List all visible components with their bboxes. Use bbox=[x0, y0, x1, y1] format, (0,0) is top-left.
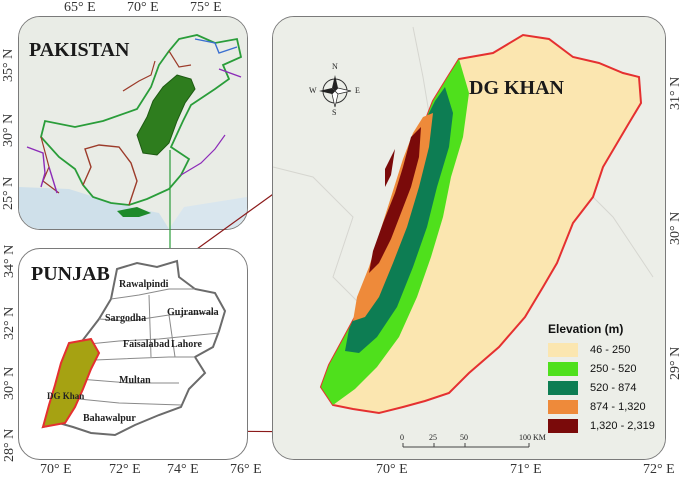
legend-item: 46 - 250 bbox=[548, 340, 673, 359]
legend-title: Elevation (m) bbox=[548, 322, 624, 336]
dgkhan-title: DG KHAN bbox=[469, 77, 564, 99]
legend-label: 46 - 250 bbox=[590, 343, 631, 356]
scale-tick-25: 25 bbox=[429, 433, 437, 442]
right-tick-30n: 30° N bbox=[668, 211, 683, 245]
city-lahore: Lahore bbox=[171, 339, 202, 350]
compass-rose-icon bbox=[319, 75, 352, 108]
legend-label: 250 - 520 bbox=[590, 362, 637, 375]
punjab-title: PUNJAB bbox=[31, 263, 110, 285]
compass-s: S bbox=[332, 108, 337, 117]
left-tick-25n: 25° N bbox=[1, 176, 16, 210]
left-tick-30n-punjab: 30° N bbox=[2, 366, 17, 400]
city-faisalabad: Faisalabad bbox=[123, 339, 170, 350]
legend-swatch bbox=[548, 418, 578, 433]
left-tick-30n: 30° N bbox=[1, 113, 16, 147]
compass-w: W bbox=[309, 86, 317, 95]
compass-e: E bbox=[355, 86, 360, 95]
scale-tick-100km: 100 KM bbox=[519, 433, 546, 442]
scale-tick-0: 0 bbox=[400, 433, 404, 442]
left-tick-34n: 34° N bbox=[2, 244, 17, 278]
bottom-tick-76e: 76° E bbox=[230, 462, 262, 477]
left-tick-32n: 32° N bbox=[2, 306, 17, 340]
bottom-tick-72e-dg: 72° E bbox=[643, 462, 675, 477]
bottom-tick-70e: 70° E bbox=[40, 462, 72, 477]
left-tick-35n: 35° N bbox=[1, 48, 16, 82]
legend-swatch bbox=[548, 380, 578, 395]
legend-item: 874 - 1,320 bbox=[548, 397, 673, 416]
pakistan-map-panel: PAKISTAN bbox=[18, 16, 248, 230]
legend-item: 250 - 520 bbox=[548, 359, 673, 378]
top-tick-75e: 75° E bbox=[190, 0, 222, 15]
dgkhan-map-panel: DG KHAN N S E W 0 25 50 100 KM bbox=[272, 16, 666, 460]
dgkhan-map-graphic bbox=[273, 17, 665, 459]
right-tick-31n: 31° N bbox=[668, 76, 683, 110]
legend-items: 46 - 250 250 - 520 520 - 874 874 - 1,320 1,3… bbox=[548, 340, 673, 435]
city-gujranwala: Gujranwala bbox=[167, 307, 219, 318]
city-bahawalpur: Bahawalpur bbox=[83, 413, 136, 424]
top-tick-70e: 70° E bbox=[127, 0, 159, 15]
legend-item: 520 - 874 bbox=[548, 378, 673, 397]
scale-tick-50: 50 bbox=[460, 433, 468, 442]
city-dg-khan: DG Khan bbox=[47, 391, 85, 401]
legend-swatch bbox=[548, 342, 578, 357]
city-rawalpindi: Rawalpindi bbox=[119, 279, 169, 290]
scale-bar bbox=[402, 443, 530, 448]
top-tick-65e: 65° E bbox=[64, 0, 96, 15]
legend-item: 1,320 - 2,319 bbox=[548, 416, 673, 435]
compass-n: N bbox=[332, 62, 338, 71]
bottom-tick-70e-dg: 70° E bbox=[376, 462, 408, 477]
legend-label: 1,320 - 2,319 bbox=[590, 419, 655, 432]
city-sargodha: Sargodha bbox=[105, 313, 147, 324]
legend-label: 874 - 1,320 bbox=[590, 400, 646, 413]
bottom-tick-72e: 72° E bbox=[109, 462, 141, 477]
punjab-map-panel: PUNJAB Rawalpindi Sargodha Gujranwala Fa… bbox=[18, 248, 248, 460]
elevation-legend: Elevation (m) 46 - 250 250 - 520 520 - 874… bbox=[548, 322, 673, 435]
legend-label: 520 - 874 bbox=[590, 381, 637, 394]
legend-swatch bbox=[548, 361, 578, 376]
left-tick-28n: 28° N bbox=[2, 428, 17, 462]
punjab-map-graphic bbox=[41, 259, 227, 437]
city-multan: Multan bbox=[119, 375, 151, 386]
bottom-tick-74e: 74° E bbox=[167, 462, 199, 477]
bottom-tick-71e-dg: 71° E bbox=[510, 462, 542, 477]
legend-swatch bbox=[548, 399, 578, 414]
pakistan-title: PAKISTAN bbox=[29, 39, 130, 61]
